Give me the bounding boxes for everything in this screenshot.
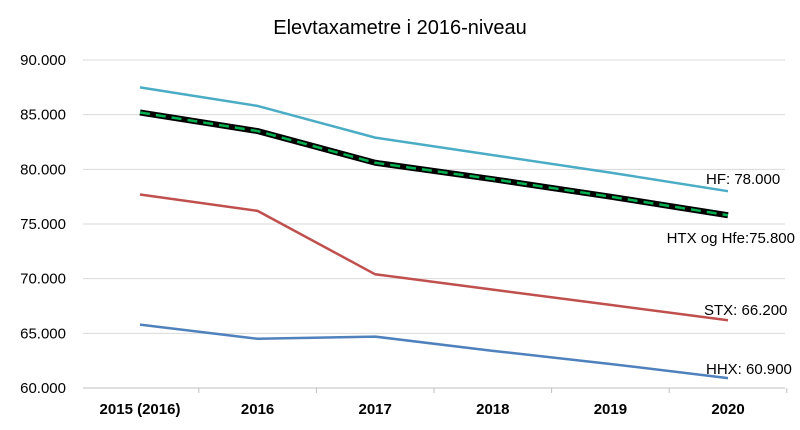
y-tick-label: 85.000 bbox=[20, 107, 66, 124]
series-htx-dash bbox=[139, 111, 729, 217]
y-tick-label: 90.000 bbox=[20, 52, 66, 69]
series-group bbox=[139, 86, 729, 380]
axes: 90.000 85.000 80.000 75.000 70.000 65.000 60.0… bbox=[20, 52, 788, 418]
x-tick-label: 2018 bbox=[476, 401, 509, 418]
y-tick-label: 70.000 bbox=[20, 271, 66, 288]
series-hhx-line bbox=[139, 323, 729, 380]
end-label-hhx: HHX: 60.900 bbox=[706, 361, 792, 378]
y-tick-label: 60.000 bbox=[20, 380, 66, 397]
end-label-stx: STX: 66.200 bbox=[704, 302, 787, 319]
series-stx-line bbox=[139, 193, 729, 322]
end-labels: HF: 78.000 HTX og Hfe:75.800 STX: 66.200 HH… bbox=[667, 171, 795, 378]
end-label-hf: HF: 78.000 bbox=[706, 171, 780, 188]
series-htx-line bbox=[139, 109, 729, 219]
grid bbox=[83, 59, 785, 334]
x-tick-label: 2015 (2016) bbox=[100, 401, 181, 418]
end-label-htx: HTX og Hfe:75.800 bbox=[667, 230, 795, 247]
x-tick-label: 2019 bbox=[594, 401, 627, 418]
chart-title: Elevtaxametre i 2016-niveau bbox=[273, 17, 526, 39]
x-tick-label: 2016 bbox=[241, 401, 274, 418]
x-tick-label: 2020 bbox=[711, 401, 744, 418]
y-tick-label: 80.000 bbox=[20, 161, 66, 178]
x-tick-label: 2017 bbox=[359, 401, 392, 418]
y-tick-label: 75.000 bbox=[20, 216, 66, 233]
y-tick-label: 65.000 bbox=[20, 325, 66, 342]
series-hf-line bbox=[139, 86, 729, 193]
